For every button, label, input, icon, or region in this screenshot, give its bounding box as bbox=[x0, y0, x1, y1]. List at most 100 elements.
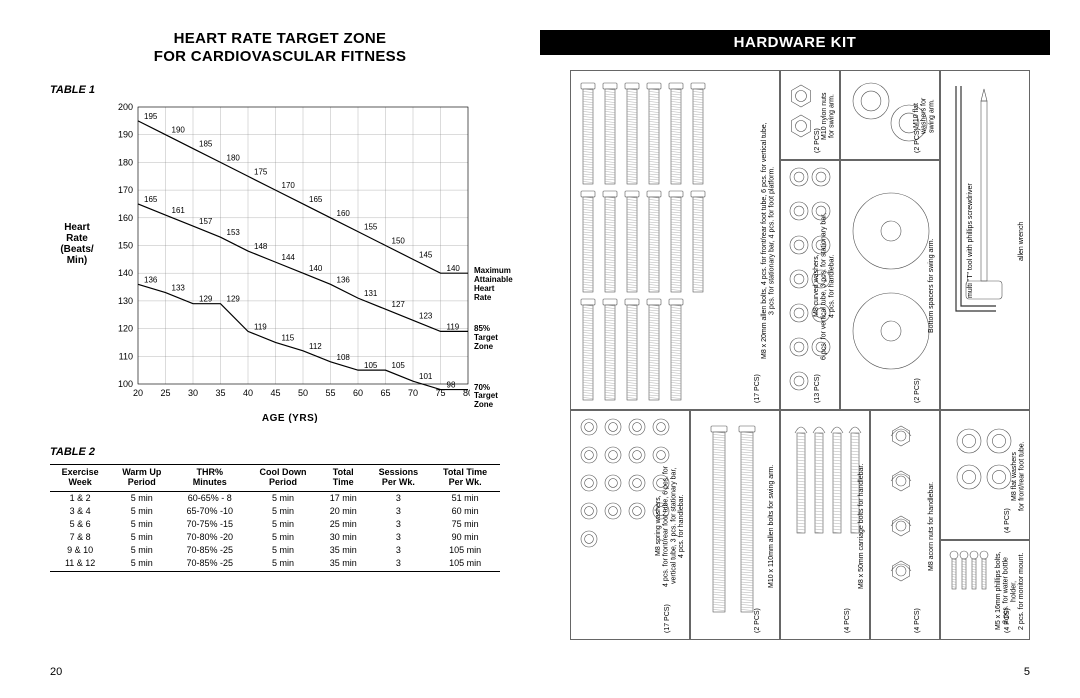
hardware-label: M10 x 110mm allen bolts for swing arm. bbox=[768, 417, 776, 635]
hardware-cell-curved-washers: (13 PCS)M8 curved washers,6 pcs. for ver… bbox=[780, 160, 840, 410]
chart-series-annot: 70%TargetZone bbox=[474, 384, 498, 410]
svg-text:105: 105 bbox=[392, 361, 406, 370]
hardware-label: M8 flat washersfor front/rear foot tube. bbox=[1011, 417, 1026, 535]
chart-ylabel: Heart Rate (Beats/ Min) bbox=[52, 222, 102, 266]
chart-svg: 2025303540455055606570758010011012013014… bbox=[110, 102, 470, 402]
hardware-grid: (17 PCS)M8 x 20mm allen bolts, 4 pcs. fo… bbox=[570, 70, 1030, 640]
hardware-cell-spacers: (2 PCS) Bottom spacers for swing arm. bbox=[840, 160, 940, 410]
svg-text:140: 140 bbox=[447, 264, 461, 273]
svg-text:105: 105 bbox=[364, 361, 378, 370]
hardware-qty: (4 PCS) bbox=[844, 419, 851, 633]
hardware-qty: (2 PCS) bbox=[914, 169, 921, 403]
hardware-cell-spring-washers: (17 PCS)M8 spring washers,4 pcs. for fro… bbox=[570, 410, 690, 640]
table-header: Total TimePer Wk. bbox=[430, 465, 500, 492]
svg-text:40: 40 bbox=[243, 388, 253, 398]
hardware-cell-carriage-bolts: (4 PCS) M8 x 50mm carriage bolts for hand… bbox=[780, 410, 870, 640]
table-row: 5 & 65 min70-75% -155 min25 min375 min bbox=[50, 518, 500, 531]
svg-text:60: 60 bbox=[353, 388, 363, 398]
svg-text:190: 190 bbox=[172, 126, 186, 135]
svg-text:195: 195 bbox=[144, 112, 158, 121]
hardware-cell-flat-washers-big: (2 PCS)M10 flatwashers forswing arm. bbox=[840, 70, 940, 160]
left-page: HEART RATE TARGET ZONE FOR CARDIOVASCULA… bbox=[0, 0, 540, 698]
svg-text:108: 108 bbox=[337, 353, 351, 362]
table2-label: TABLE 2 bbox=[50, 446, 510, 458]
hardware-label: M8 acorn nuts for handlebar. bbox=[928, 417, 936, 635]
svg-text:120: 120 bbox=[118, 324, 133, 334]
svg-text:165: 165 bbox=[144, 195, 158, 204]
svg-text:180: 180 bbox=[118, 157, 133, 167]
svg-text:145: 145 bbox=[419, 250, 433, 259]
svg-text:160: 160 bbox=[118, 213, 133, 223]
table-header: Warm UpPeriod bbox=[110, 465, 173, 492]
hardware-cell-acorn-nuts: (4 PCS) M8 acorn nuts for handlebar. bbox=[870, 410, 940, 640]
heart-rate-title: HEART RATE TARGET ZONE FOR CARDIOVASCULA… bbox=[50, 30, 510, 66]
svg-text:140: 140 bbox=[118, 268, 133, 278]
table-header: Cool DownPeriod bbox=[246, 465, 320, 492]
svg-text:200: 200 bbox=[118, 102, 133, 112]
svg-text:119: 119 bbox=[254, 322, 267, 331]
svg-text:136: 136 bbox=[337, 275, 351, 284]
hardware-cell-long-bolts: (2 PCS) M10 x 110mm allen bolts for swing… bbox=[690, 410, 780, 640]
title-line2: FOR CARDIOVASCULAR FITNESS bbox=[50, 48, 510, 66]
svg-text:190: 190 bbox=[118, 130, 133, 140]
svg-text:50: 50 bbox=[298, 388, 308, 398]
svg-text:35: 35 bbox=[215, 388, 225, 398]
svg-text:129: 129 bbox=[227, 295, 241, 304]
svg-text:65: 65 bbox=[380, 388, 390, 398]
svg-text:153: 153 bbox=[227, 228, 241, 237]
hardware-label: Bottom spacers for swing arm. bbox=[928, 167, 936, 405]
svg-text:70: 70 bbox=[408, 388, 418, 398]
chart-xlabel: AGE (YRS) bbox=[110, 413, 470, 424]
svg-text:98: 98 bbox=[447, 381, 456, 390]
svg-text:175: 175 bbox=[254, 167, 268, 176]
svg-text:20: 20 bbox=[133, 388, 143, 398]
hardware-label-2: multi "T" tool with phillips screwdriver bbox=[967, 77, 975, 405]
hardware-cell-tools: allen wrench multi "T" tool with phillips… bbox=[940, 70, 1030, 410]
table-header: SessionsPer Wk. bbox=[367, 465, 431, 492]
svg-text:185: 185 bbox=[199, 140, 213, 149]
svg-text:45: 45 bbox=[270, 388, 280, 398]
svg-text:123: 123 bbox=[419, 311, 433, 320]
table-header: TotalTime bbox=[320, 465, 367, 492]
table-header: ExerciseWeek bbox=[50, 465, 110, 492]
hardware-qty: (4 PCS) bbox=[1004, 419, 1011, 533]
svg-text:131: 131 bbox=[364, 289, 378, 298]
hardware-label: M5 x 16mm phillips bolts,2 pcs. for wate… bbox=[995, 547, 1026, 635]
svg-text:161: 161 bbox=[172, 206, 186, 215]
svg-text:112: 112 bbox=[309, 342, 322, 351]
svg-text:170: 170 bbox=[118, 185, 133, 195]
hardware-kit-title: HARDWARE KIT bbox=[540, 30, 1050, 55]
svg-text:136: 136 bbox=[144, 275, 158, 284]
svg-text:101: 101 bbox=[419, 372, 433, 381]
exercise-table: ExerciseWeekWarm UpPeriodTHR%MinutesCool… bbox=[50, 464, 500, 572]
svg-text:119: 119 bbox=[447, 322, 460, 331]
hardware-cell-flat-washers-small: (4 PCS)M8 flat washersfor front/rear foo… bbox=[940, 410, 1030, 540]
svg-text:115: 115 bbox=[282, 333, 295, 342]
svg-text:157: 157 bbox=[199, 217, 213, 226]
table-row: 1 & 25 min60-65% - 85 min17 min351 min bbox=[50, 491, 500, 505]
hardware-qty: (17 PCS) bbox=[754, 79, 761, 403]
table-row: 11 & 125 min70-85% -255 min35 min3105 mi… bbox=[50, 557, 500, 572]
hardware-qty: (2 PCS) bbox=[754, 419, 761, 633]
title-line1: HEART RATE TARGET ZONE bbox=[50, 30, 510, 48]
hardware-label: M8 curved washers,6 pcs. for vertical tu… bbox=[813, 167, 836, 405]
table-row: 7 & 85 min70-80% -205 min30 min390 min bbox=[50, 531, 500, 544]
hardware-label: M8 x 50mm carriage bolts for handlebar. bbox=[858, 417, 866, 635]
hardware-label: M8 x 20mm allen bolts, 4 pcs. for front/… bbox=[761, 77, 776, 405]
svg-text:150: 150 bbox=[392, 237, 406, 246]
hardware-label: allen wrench bbox=[1018, 77, 1026, 405]
hardware-label: M8 spring washers,4 pcs. for front/rear … bbox=[655, 417, 686, 635]
svg-text:55: 55 bbox=[325, 388, 335, 398]
table-row: 3 & 45 min65-70% -105 min20 min360 min bbox=[50, 505, 500, 518]
svg-text:133: 133 bbox=[172, 284, 186, 293]
svg-text:100: 100 bbox=[118, 379, 133, 389]
svg-text:127: 127 bbox=[392, 300, 406, 309]
chart-series-annot: 85%TargetZone bbox=[474, 325, 498, 351]
right-page-number: 5 bbox=[1024, 666, 1030, 678]
svg-text:150: 150 bbox=[118, 241, 133, 251]
hardware-qty: (4 PCS) bbox=[914, 419, 921, 633]
table-row: 9 & 105 min70-85% -255 min35 min3105 min bbox=[50, 544, 500, 557]
hardware-label: M10 flatwashers forswing arm. bbox=[913, 77, 936, 155]
svg-text:180: 180 bbox=[227, 153, 241, 162]
svg-text:110: 110 bbox=[119, 351, 133, 361]
